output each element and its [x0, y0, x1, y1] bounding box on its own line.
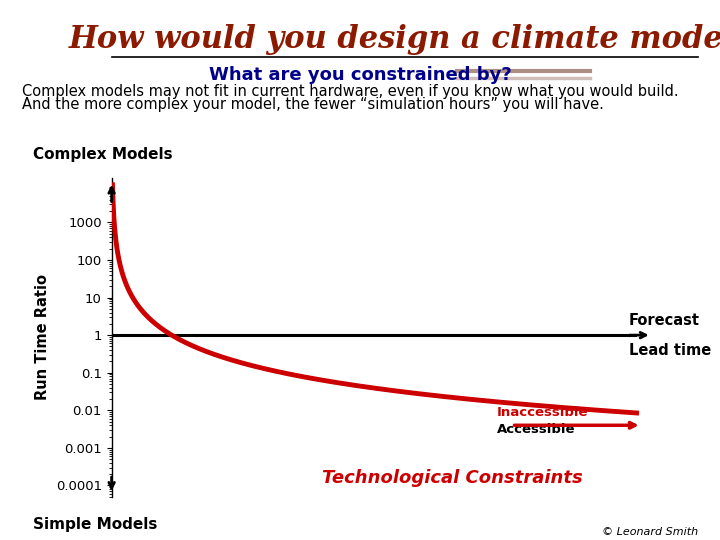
- Text: Inaccessible: Inaccessible: [497, 406, 588, 419]
- Text: CEN.RE FOR: CEN.RE FOR: [61, 14, 99, 19]
- Text: © Leonard Smith: © Leonard Smith: [602, 527, 698, 537]
- Text: Forecast: Forecast: [629, 313, 700, 328]
- Text: THE ANALYSIS: THE ANALYSIS: [61, 26, 105, 32]
- Text: How would you design a climate model?: How would you design a climate model?: [68, 24, 720, 55]
- Text: Simple Models: Simple Models: [33, 517, 158, 532]
- Text: Accessible: Accessible: [497, 423, 575, 436]
- Text: CATS: CATS: [20, 16, 71, 33]
- Y-axis label: Run Time Ratio: Run Time Ratio: [35, 274, 50, 401]
- Text: Complex models may not fit in current hardware, even if you know what you would : Complex models may not fit in current ha…: [22, 84, 678, 99]
- Text: And the more complex your model, the fewer “simulation hours” you will have.: And the more complex your model, the few…: [22, 97, 603, 112]
- Text: Lead time: Lead time: [629, 342, 711, 357]
- Text: What are you constrained by?: What are you constrained by?: [209, 66, 511, 84]
- Text: Complex Models: Complex Models: [33, 147, 173, 162]
- Text: OF TIME SERIES: OF TIME SERIES: [61, 39, 111, 45]
- Text: Technological Constraints: Technological Constraints: [322, 469, 582, 487]
